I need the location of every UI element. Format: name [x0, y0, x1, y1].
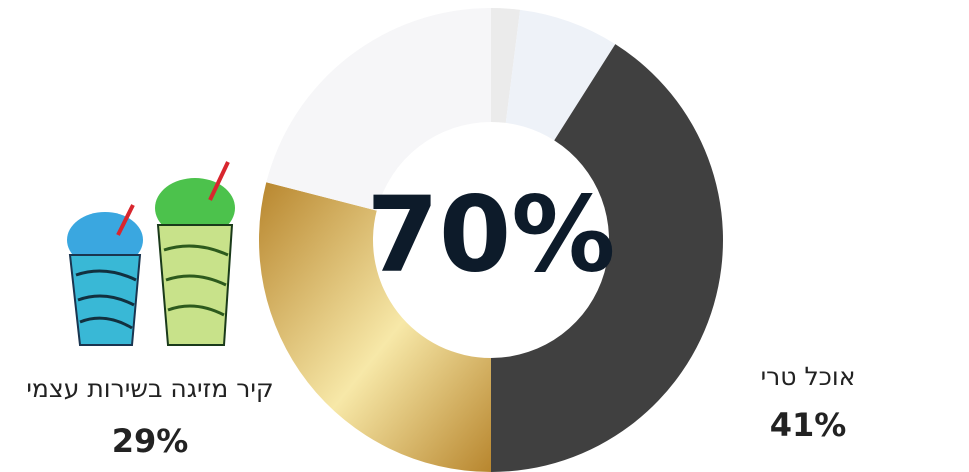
slurpee-illustration — [67, 161, 235, 346]
donut-segment — [266, 8, 491, 211]
center-label: 70% — [367, 173, 616, 295]
donut-segment — [258, 182, 491, 472]
category-label: קיר מזיגה בשירות עצמי — [26, 374, 273, 403]
donut-segment — [491, 8, 521, 123]
donut-segment — [505, 9, 616, 141]
category-label: אוכל טרי — [761, 362, 856, 391]
value-label: 29% — [112, 422, 189, 460]
value-label: 41% — [770, 406, 847, 444]
donut — [258, 8, 723, 472]
donut-segment — [491, 44, 723, 472]
